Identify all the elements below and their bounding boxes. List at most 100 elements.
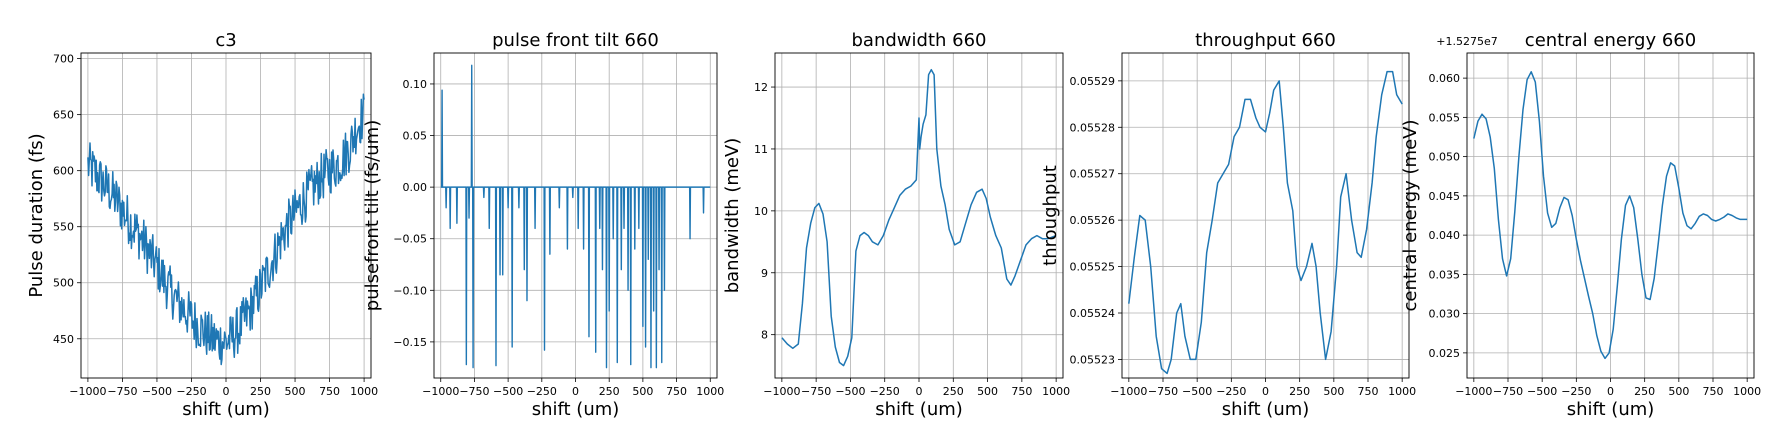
x-tick-label: 500 xyxy=(1668,385,1689,398)
plot-area xyxy=(1473,71,1748,360)
x-tick-label: 750 xyxy=(1358,385,1379,398)
y-offset-label: +1.5275e7 xyxy=(1436,35,1497,48)
y-tick-label: 600 xyxy=(53,165,74,178)
series-line xyxy=(1128,70,1403,375)
x-tick-label: 500 xyxy=(632,385,653,398)
x-tick-label: 1000 xyxy=(1042,385,1070,398)
y-tick-label: 8 xyxy=(761,329,768,342)
y-tick-label: 0.05527 xyxy=(1070,168,1116,181)
plot-area xyxy=(1128,70,1403,375)
x-tick-label: −750 xyxy=(801,385,831,398)
x-tick-label: 250 xyxy=(1634,385,1655,398)
plot-area xyxy=(440,64,711,369)
chart-title: throughput 660 xyxy=(1195,30,1336,51)
y-tick-label: 0.040 xyxy=(1429,229,1461,242)
x-tick-label: −500 xyxy=(142,385,172,398)
y-tick-label: 10 xyxy=(754,205,768,218)
x-tick-label: −250 xyxy=(870,385,900,398)
x-tick-label: −500 xyxy=(835,385,865,398)
y-tick-label: 0.05526 xyxy=(1070,214,1116,227)
y-axis-title: pulsefront tilt (fs/um) xyxy=(362,120,383,311)
chart-3: −1000 −750 −500 −250 0 250 500 750 1000 8 9 10 11 12 b… xyxy=(722,30,1070,420)
y-axis-title: bandwidth (meV) xyxy=(722,138,743,294)
x-tick-label: 250 xyxy=(599,385,620,398)
x-tick-label: −1000 xyxy=(1455,385,1492,398)
plot-area xyxy=(781,68,1057,367)
x-tick-label: −750 xyxy=(107,385,137,398)
x-tick-label: −250 xyxy=(176,385,206,398)
x-tick-label: 0 xyxy=(223,385,230,398)
chart-title: bandwidth 660 xyxy=(852,30,987,51)
y-tick-label: 650 xyxy=(53,109,74,122)
y-tick-label: −0.15 xyxy=(393,336,427,349)
x-tick-label: 250 xyxy=(250,385,271,398)
x-tick-label: −500 xyxy=(493,385,523,398)
x-tick-label: −1000 xyxy=(69,385,106,398)
chart-5: −1000 −750 −500 −250 0 250 500 750 1000 0.025 0.03… xyxy=(1400,30,1761,420)
y-tick-label: 9 xyxy=(761,267,768,280)
y-tick-label: 0.030 xyxy=(1429,308,1461,321)
y-tick-label: 0.00 xyxy=(403,181,428,194)
chart-1: −1000 −750 −500 −250 0 250 500 750 1000 450 500 550… xyxy=(26,30,378,420)
x-axis-title: shift (um) xyxy=(875,399,963,420)
x-tick-label: −1000 xyxy=(1110,385,1147,398)
x-tick-label: −250 xyxy=(527,385,557,398)
y-tick-label: 0.05 xyxy=(403,130,428,143)
y-tick-label: 500 xyxy=(53,277,74,290)
y-axis-title: central energy (meV) xyxy=(1400,120,1421,312)
x-tick-label: 1000 xyxy=(1733,385,1761,398)
x-tick-label: −750 xyxy=(1148,385,1178,398)
y-tick-label: 0.025 xyxy=(1429,347,1461,360)
x-tick-label: 500 xyxy=(977,385,998,398)
chart-title: c3 xyxy=(215,30,236,51)
x-axis-title: shift (um) xyxy=(1222,399,1310,420)
y-tick-label: 0.05523 xyxy=(1070,353,1116,366)
y-tick-label: 450 xyxy=(53,333,74,346)
y-tick-label: 0.050 xyxy=(1429,151,1461,164)
y-tick-label: 12 xyxy=(754,81,768,94)
x-tick-label: −500 xyxy=(1527,385,1557,398)
x-tick-label: −250 xyxy=(1216,385,1246,398)
x-tick-label: −750 xyxy=(459,385,489,398)
y-tick-label: 550 xyxy=(53,221,74,234)
y-tick-label: 0.10 xyxy=(403,78,428,91)
x-tick-label: 250 xyxy=(1289,385,1310,398)
x-tick-label: 750 xyxy=(1011,385,1032,398)
y-tick-label: 0.05525 xyxy=(1070,261,1116,274)
x-tick-label: 250 xyxy=(943,385,964,398)
x-tick-label: −1000 xyxy=(763,385,800,398)
series-line xyxy=(440,64,711,369)
x-tick-label: 0 xyxy=(572,385,579,398)
y-tick-label: −0.10 xyxy=(393,284,427,297)
y-tick-label: −0.05 xyxy=(393,233,427,246)
x-tick-label: 0 xyxy=(916,385,923,398)
series-line xyxy=(781,68,1057,367)
x-tick-label: 750 xyxy=(1703,385,1724,398)
series-line xyxy=(87,93,365,366)
series-line xyxy=(1473,71,1748,360)
x-tick-label: −1000 xyxy=(422,385,459,398)
x-tick-label: 750 xyxy=(319,385,340,398)
y-tick-label: 0.05524 xyxy=(1070,307,1116,320)
y-tick-label: 0.05528 xyxy=(1070,121,1116,134)
chart-title: pulse front tilt 660 xyxy=(492,30,659,51)
x-tick-label: 750 xyxy=(666,385,687,398)
x-tick-label: 500 xyxy=(1323,385,1344,398)
y-tick-label: 11 xyxy=(754,143,768,156)
x-tick-label: −500 xyxy=(1182,385,1212,398)
y-tick-label: 700 xyxy=(53,53,74,66)
y-axis-title: throughput xyxy=(1040,165,1061,266)
y-tick-label: 0.055 xyxy=(1429,111,1461,124)
x-tick-label: −250 xyxy=(1561,385,1591,398)
chart-2: −1000 −750 −500 −250 0 250 500 750 1000 −0.15 −0.1… xyxy=(362,30,724,420)
x-tick-label: 1000 xyxy=(1388,385,1416,398)
chart-title: central energy 660 xyxy=(1525,30,1696,51)
plot-area xyxy=(87,93,365,366)
x-axis-title: shift (um) xyxy=(532,399,620,420)
x-axis-title: shift (um) xyxy=(1567,399,1655,420)
x-tick-label: 1000 xyxy=(350,385,378,398)
y-tick-label: 0.060 xyxy=(1429,72,1461,85)
y-tick-label: 0.05529 xyxy=(1070,75,1116,88)
y-tick-label: 0.035 xyxy=(1429,268,1461,281)
